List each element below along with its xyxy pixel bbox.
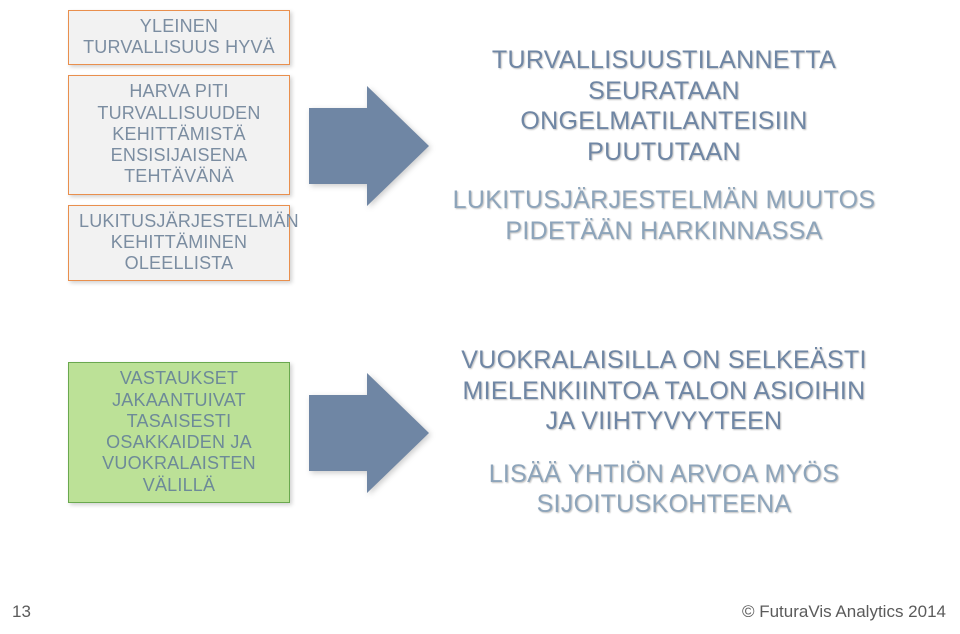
- box-stack-top: YLEINEN TURVALLISUUS HYVÄ HARVA PITI TUR…: [68, 10, 290, 281]
- row-bottom: VASTAUKSET JAKAANTUIVAT TASAISESTI OSAKK…: [0, 281, 960, 520]
- info-card: YLEINEN TURVALLISUUS HYVÄ: [68, 10, 290, 65]
- arrow-holder: [304, 373, 434, 493]
- result-block-top: TURVALLISUUSTILANNETTA SEURATAAN ONGELMA…: [448, 45, 960, 246]
- result-text: VUOKRALAISILLA ON SELKEÄSTI MIELENKIINTO…: [448, 345, 880, 437]
- arrow-holder: [304, 86, 434, 206]
- result-text: LUKITUSJÄRJESTELMÄN MUUTOS PIDETÄÄN HARK…: [448, 185, 880, 246]
- info-card: VASTAUKSET JAKAANTUIVAT TASAISESTI OSAKK…: [68, 362, 290, 502]
- arrow-right-icon: [309, 373, 429, 493]
- result-text: LISÄÄ YHTIÖN ARVOA MYÖS SIJOITUSKOHTEENA: [448, 459, 880, 520]
- result-text: TURVALLISUUSTILANNETTA SEURATAAN ONGELMA…: [448, 45, 880, 167]
- row-top: YLEINEN TURVALLISUUS HYVÄ HARVA PITI TUR…: [0, 0, 960, 281]
- result-block-bottom: VUOKRALAISILLA ON SELKEÄSTI MIELENKIINTO…: [448, 345, 960, 520]
- copyright: © FuturaVis Analytics 2014: [742, 602, 946, 622]
- box-stack-bottom: VASTAUKSET JAKAANTUIVAT TASAISESTI OSAKK…: [68, 362, 290, 502]
- info-card: LUKITUSJÄRJESTELMÄN KEHITTÄMINEN OLEELLI…: [68, 205, 290, 282]
- page-number: 13: [12, 602, 31, 622]
- arrow-right-icon: [309, 86, 429, 206]
- info-card: HARVA PITI TURVALLISUUDEN KEHITTÄMISTÄ E…: [68, 75, 290, 194]
